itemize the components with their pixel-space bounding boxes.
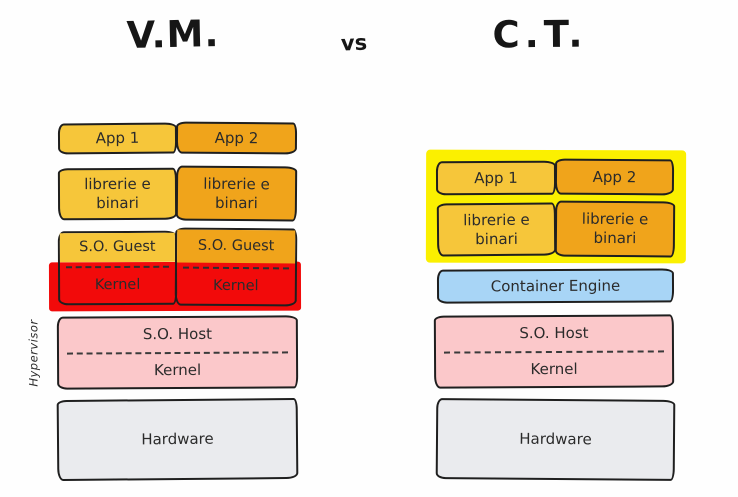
vm-guest-os-2-box: S.O. Guest Kernel (174, 227, 298, 307)
hypervisor-side-label: Hypervisor (27, 318, 41, 387)
ct-host-os-box: S.O. Host Kernel (433, 314, 675, 389)
title-ct: C.T. (492, 12, 588, 57)
vm-guest-kernel-1-label: Kernel (94, 277, 141, 294)
vm-libraries-binaries-2-box: librerie e binari (175, 165, 298, 222)
vm-guest-os-2-label: S.O. Guest (177, 229, 296, 264)
ct-host-os-label: S.O. Host (519, 324, 589, 343)
title-versus: vs (340, 30, 368, 56)
ct-app1-box: App 1 (435, 160, 557, 196)
vm-guest-os-1-label: S.O. Guest (59, 232, 175, 263)
vm-host-os-box: S.O. Host Kernel (56, 315, 299, 390)
vm-hardware-box: Hardware (56, 397, 299, 482)
title-vm: V.M. (126, 12, 220, 57)
vm-app1-box: App 1 (57, 122, 178, 155)
vm-libraries-binaries-1-box: librerie e binari (57, 167, 178, 221)
vm-host-os-label: S.O. Host (142, 325, 213, 344)
ct-hardware-box: Hardware (435, 398, 676, 481)
vm-guest-kernel-2-label: Kernel (213, 278, 259, 295)
ct-libraries-binaries-2-box: librerie e binari (554, 200, 676, 258)
ct-app2-box: App 2 (554, 158, 675, 196)
ct-host-kernel-label: Kernel (530, 359, 578, 378)
ct-container-engine-box: Container Engine (436, 268, 675, 304)
vm-app2-box: App 2 (175, 121, 298, 155)
vm-guest-os-1-box: S.O. Guest Kernel (57, 230, 178, 306)
vm-host-kernel-label: Kernel (153, 360, 202, 379)
ct-libraries-binaries-1-box: librerie e binari (436, 202, 557, 257)
